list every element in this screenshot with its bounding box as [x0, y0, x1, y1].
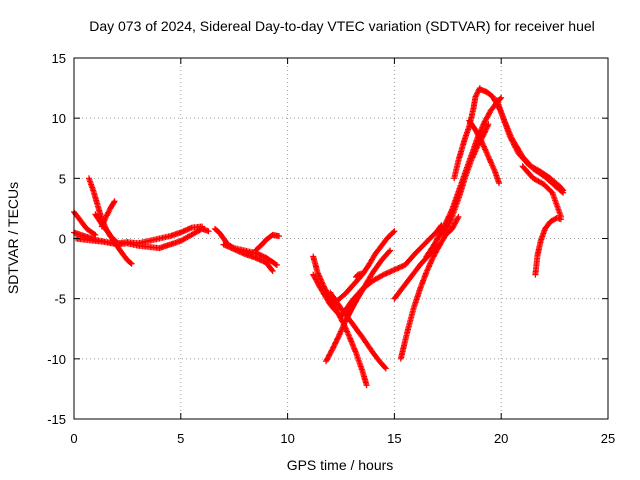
data-point-markers	[397, 213, 462, 362]
series-arc-23	[493, 97, 567, 196]
data-point-markers	[451, 85, 483, 182]
y-tick-label: 15	[52, 51, 66, 66]
data-point-markers	[466, 117, 503, 187]
series-arc-26	[532, 215, 565, 278]
data-point-markers	[344, 247, 394, 320]
data-point-markers	[532, 215, 565, 278]
y-tick-label: -15	[47, 412, 66, 427]
series-arc-16	[353, 270, 366, 280]
series-arc-15	[344, 247, 394, 320]
series-arc-20	[440, 121, 492, 240]
data-point-markers	[519, 163, 565, 220]
y-axis-label: SDTVAR / TECUs	[5, 182, 21, 294]
y-tick-label: -10	[47, 352, 66, 367]
x-tick-label: 15	[387, 431, 401, 446]
series-arc-06	[98, 198, 118, 230]
x-tick-label: 25	[601, 431, 615, 446]
axis-ticks: 0 5 10 15 20 25 -15 -10 -5 0 5 10 15	[47, 51, 615, 446]
data-point-markers	[493, 97, 567, 196]
series-arc-25	[466, 117, 503, 187]
x-tick-label: 10	[280, 431, 294, 446]
series-arc-14	[333, 228, 398, 305]
data-point-markers	[220, 241, 276, 274]
x-tick-label: 0	[70, 431, 77, 446]
x-axis-label: GPS time / hours	[287, 457, 394, 473]
y-tick-label: 0	[59, 232, 66, 247]
series-arc-21	[451, 85, 483, 182]
data-point-markers	[252, 231, 283, 254]
y-tick-label: 5	[59, 171, 66, 186]
y-tick-label: -5	[54, 292, 66, 307]
data-point-markers	[440, 121, 492, 240]
chart-title: Day 073 of 2024, Sidereal Day-to-day VTE…	[89, 18, 595, 34]
series-arc-09	[252, 231, 283, 254]
series-arc-18	[397, 213, 462, 362]
series-arc-24	[519, 163, 565, 220]
x-tick-label: 20	[494, 431, 508, 446]
series-arc-08	[220, 241, 276, 274]
data-point-markers	[353, 270, 366, 280]
y-tick-label: 10	[52, 111, 66, 126]
data-point-markers	[98, 198, 118, 230]
data-point-markers	[333, 228, 398, 305]
x-tick-label: 5	[177, 431, 184, 446]
